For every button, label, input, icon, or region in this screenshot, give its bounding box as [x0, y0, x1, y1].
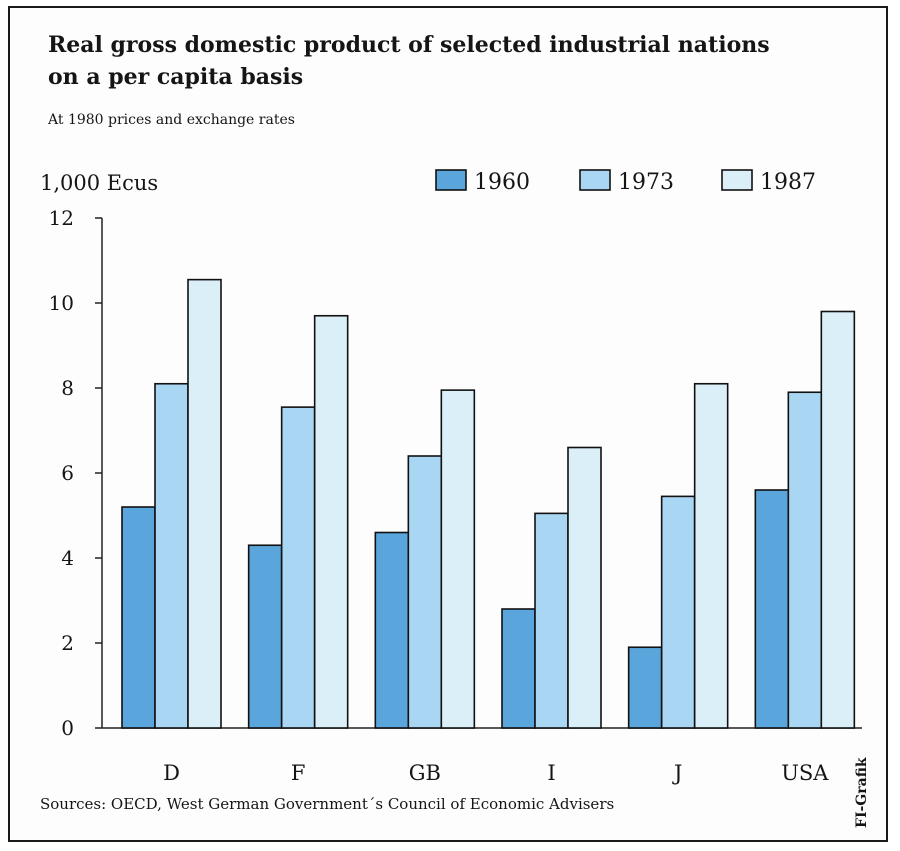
bar-d-1960 — [121, 506, 156, 729]
chart-title: Real gross domestic product of selected … — [48, 32, 770, 58]
bars — [121, 278, 856, 729]
y-tick-label: 10 — [49, 291, 74, 315]
bar-usa-1973 — [787, 391, 823, 729]
y-axis-unit-label: 1,000 Ecus — [40, 171, 158, 195]
source-note: Sources: OECD, West German Government´s … — [40, 795, 614, 813]
x-axis-labels: D F GB I J USA — [163, 761, 829, 785]
bar-i-1987 — [567, 446, 602, 729]
bar-f-1973 — [280, 406, 316, 729]
legend-label-1973: 1973 — [618, 170, 674, 195]
chart-subtitle: At 1980 prices and exchange rates — [47, 112, 295, 128]
bar-usa-1987 — [820, 310, 856, 729]
bar-f-1987 — [313, 314, 349, 729]
legend-swatch-1987 — [721, 169, 753, 191]
bar-j-1960 — [627, 646, 663, 729]
bar-d-1973 — [154, 382, 189, 729]
x-tick-label-f: F — [291, 761, 306, 785]
bar-gb-1987 — [440, 389, 476, 729]
legend-label-1960: 1960 — [474, 170, 530, 195]
bar-i-1960 — [501, 608, 536, 729]
legend-swatch-1973 — [579, 169, 611, 191]
x-tick-label-j: J — [672, 761, 682, 785]
x-tick-label-gb: GB — [409, 761, 441, 785]
y-tick-label: 4 — [61, 546, 74, 570]
bar-gb-1973 — [407, 455, 443, 729]
x-tick-label-d: D — [163, 761, 180, 785]
bar-f-1960 — [247, 544, 283, 729]
bar-gb-1960 — [374, 531, 410, 729]
bar-i-1973 — [534, 512, 569, 729]
bar-j-1987 — [693, 382, 729, 729]
y-tick-label: 2 — [61, 631, 74, 655]
y-axis: 0 2 4 6 8 10 12 — [49, 206, 862, 740]
bar-j-1973 — [660, 495, 696, 729]
x-tick-label-usa: USA — [781, 761, 829, 785]
bar-usa-1960 — [754, 489, 790, 729]
x-tick-label-i: I — [547, 761, 555, 785]
chart-title-line2: on a per capita basis — [48, 64, 303, 90]
legend: 1960 1973 1987 — [435, 169, 816, 195]
y-tick-label: 8 — [61, 376, 74, 400]
graphic-credit: FI-Grafik — [854, 757, 870, 828]
legend-swatch-1960 — [435, 169, 467, 191]
legend-label-1987: 1987 — [760, 170, 816, 195]
y-tick-label: 12 — [49, 206, 74, 230]
y-tick-label: 0 — [61, 716, 74, 740]
bar-d-1987 — [187, 278, 222, 729]
y-tick-label: 6 — [61, 461, 74, 485]
